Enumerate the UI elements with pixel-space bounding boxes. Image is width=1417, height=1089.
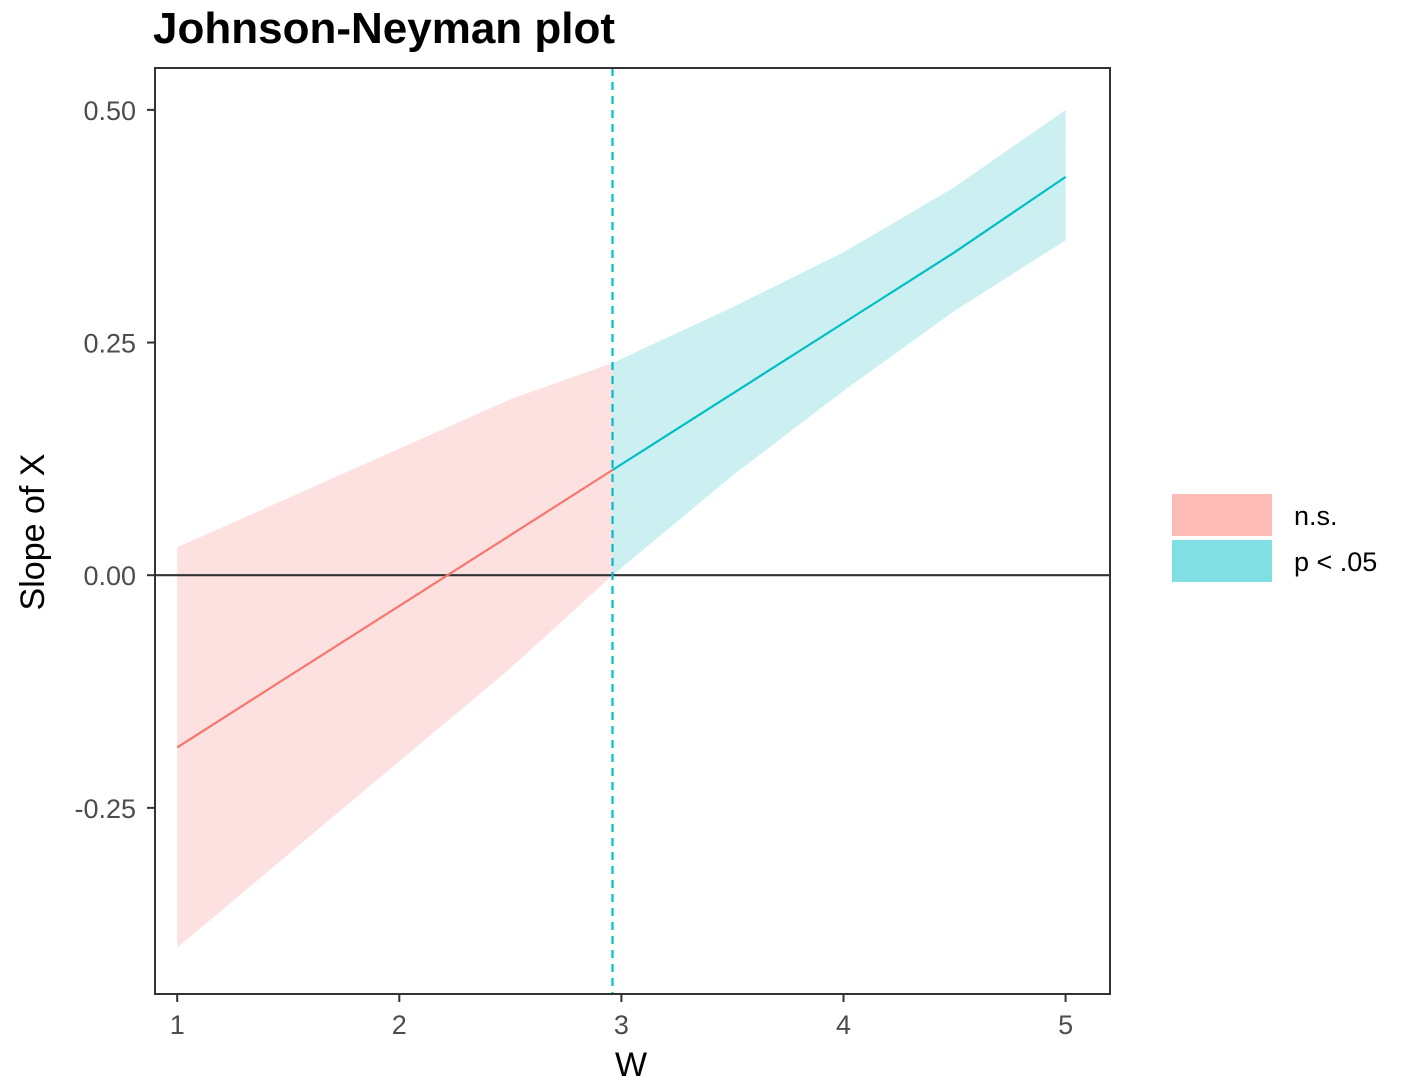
x-axis-label: W [615, 1046, 647, 1084]
legend-key-sig [1172, 540, 1272, 582]
legend-label-ns: n.s. [1294, 501, 1338, 531]
legend-label-sig: p < .05 [1294, 547, 1377, 577]
legend: n.s. p < .05 [1172, 494, 1377, 582]
axes: 1 2 3 4 5 -0.25 0.00 0.25 0.50 [74, 67, 1111, 1040]
y-axis-label: Slope of X [14, 454, 52, 611]
y-tick-label: 0.25 [83, 329, 136, 359]
x-tick-label: 1 [170, 1010, 185, 1040]
x-tick-label: 2 [392, 1010, 407, 1040]
slope-line-sig [611, 175, 1067, 471]
y-tick-label: 0.50 [83, 96, 136, 126]
confidence-band-ns [177, 363, 613, 948]
slope-line-ns [176, 469, 614, 749]
x-tick-label: 4 [836, 1010, 851, 1040]
plot-area [155, 68, 1110, 994]
y-tick-label: 0.00 [83, 561, 136, 591]
legend-key-ns [1172, 494, 1272, 536]
y-tick-label: -0.25 [74, 794, 136, 824]
chart-title: Johnson-Neyman plot [153, 4, 615, 53]
x-tick-label: 3 [614, 1010, 629, 1040]
panel-border [154, 67, 1111, 995]
x-tick-label: 5 [1058, 1010, 1073, 1040]
confidence-band-sig [612, 109, 1066, 576]
